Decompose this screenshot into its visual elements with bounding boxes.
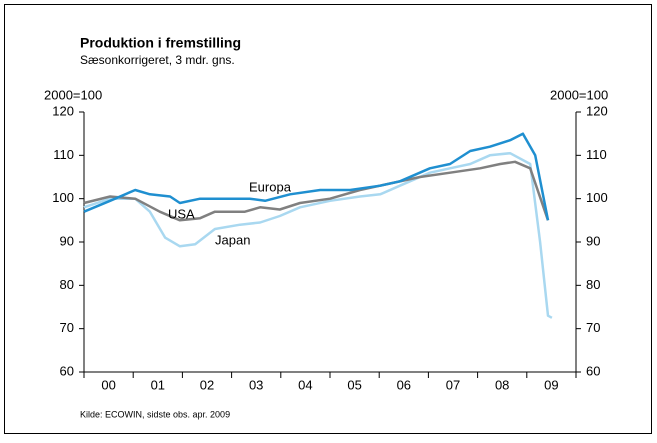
x-tick-label: 06 [397,377,411,392]
x-tick-label: 03 [249,377,263,392]
y2-tick-label: 70 [586,320,600,335]
source: Kilde: ECOWIN, sidste obs. apr. 2009 [80,409,230,419]
y-tick-label: 90 [60,233,74,248]
y2-tick-label: 120 [586,103,608,118]
y2-tick-label: 100 [586,190,608,205]
y-tick-label: 80 [60,277,74,292]
series-line [83,160,550,222]
x-tick-label: 01 [151,377,165,392]
y-tick-label: 60 [60,363,74,378]
y-tick-label: 70 [60,320,74,335]
x-tick-label: 00 [101,377,115,392]
x-tick-label: 04 [298,377,312,392]
y-tick-label: 120 [52,103,74,118]
y2-axis-label: 2000=100 [550,87,608,102]
y-tick-label: 110 [53,147,74,162]
chart-subtitle: Sæsonkorrigeret, 3 mdr. gns. [80,53,235,67]
x-tick-label: 02 [200,377,214,392]
x-tick-label: 05 [347,377,361,392]
chart-title: Produktion i fremstilling [80,35,241,51]
y2-tick-label: 80 [586,277,600,292]
annotation: USA [168,206,195,221]
y-tick-label: 100 [52,190,74,205]
series-line [83,132,550,221]
y2-tick-label: 110 [586,147,607,162]
frame [4,4,652,434]
y2-tick-label: 60 [586,363,600,378]
x-tick-label: 07 [446,377,460,392]
annotation: Japan [215,232,250,247]
y2-tick-label: 90 [586,233,600,248]
annotation: Europa [249,179,292,194]
x-tick-label: 08 [495,377,509,392]
y-axis-label: 2000=100 [44,87,102,102]
x-tick-label: 09 [544,377,558,392]
series-line [83,151,553,319]
